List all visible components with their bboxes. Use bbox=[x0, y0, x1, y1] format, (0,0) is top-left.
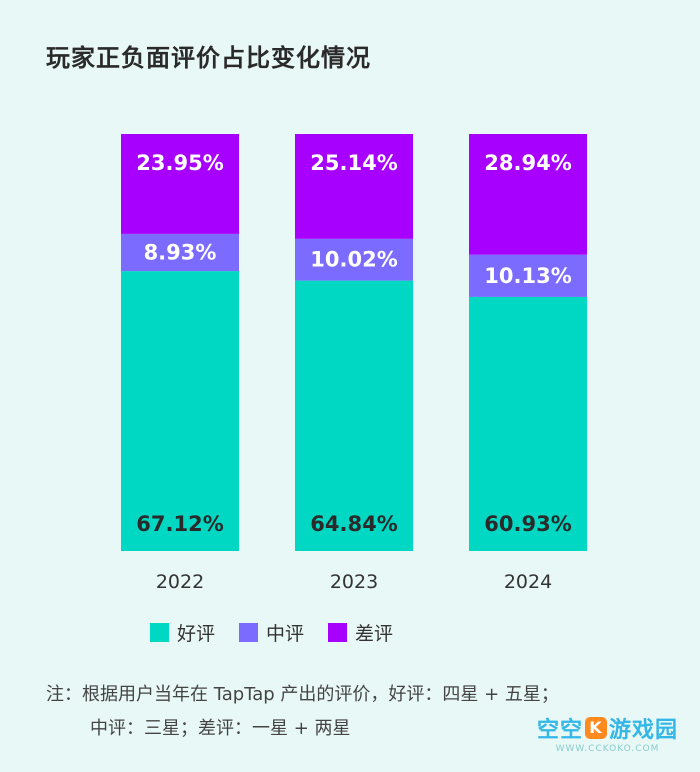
data-label-neutral-2024: 10.13% bbox=[484, 264, 571, 288]
bar-segment-negative-2024 bbox=[469, 134, 587, 255]
footnote-line-2: 中评：三星；差评：一星 + 两星 bbox=[90, 718, 351, 739]
data-label-negative-2024: 28.94% bbox=[484, 151, 571, 175]
bar-segment-neutral-2022 bbox=[121, 233, 239, 272]
data-label-positive-2024: 60.93% bbox=[484, 512, 571, 536]
stacked-bar-chart: 67.12% 8.93% 23.95% 2022 64.84% 10.02% 25.14% 2… bbox=[121, 134, 587, 593]
x-tick-label-2023: 2023 bbox=[330, 571, 378, 593]
data-label-negative-2022: 23.95% bbox=[136, 151, 223, 175]
data-label-positive-2022: 67.12% bbox=[136, 512, 223, 536]
bar-segment-positive-2022 bbox=[121, 271, 239, 551]
bar-segment-negative-2022 bbox=[121, 134, 239, 234]
legend-item-positive: 好评 bbox=[150, 619, 215, 646]
bar-segment-positive-2024 bbox=[469, 296, 587, 551]
legend-swatch-positive bbox=[150, 623, 169, 642]
data-label-neutral-2022: 8.93% bbox=[144, 240, 217, 264]
chart-legend: 好评 中评 差评 bbox=[150, 619, 393, 646]
bar-segment-positive-2023 bbox=[295, 280, 413, 551]
legend-swatch-negative bbox=[328, 623, 348, 642]
legend-item-negative: 差评 bbox=[328, 619, 393, 646]
watermark-k-icon: K bbox=[584, 717, 607, 739]
watermark-url: WWW.CCKOKO.COM bbox=[555, 744, 660, 754]
legend-item-neutral: 中评 bbox=[239, 619, 304, 646]
bar-segment-negative-2023 bbox=[295, 134, 413, 239]
footnote-line-1: 注：根据用户当年在 TapTap 产出的评价，好评：四星 + 五星； bbox=[46, 684, 559, 705]
watermark-main: 空空 K 游戏园 bbox=[537, 712, 678, 744]
legend-label-negative: 差评 bbox=[355, 623, 394, 645]
legend-swatch-neutral bbox=[239, 623, 259, 642]
bar-segment-neutral-2023 bbox=[295, 238, 413, 281]
watermark-text-a: 空空 bbox=[536, 718, 583, 743]
data-label-positive-2023: 64.84% bbox=[310, 512, 397, 536]
chart-title: 玩家正负面评价占比变化情况 bbox=[46, 44, 371, 72]
watermark-logo: 空空 K 游戏园 WWW.CCKOKO.COM bbox=[537, 712, 678, 754]
bar-segment-neutral-2024 bbox=[469, 254, 587, 297]
watermark-text-b: 游戏园 bbox=[608, 718, 678, 743]
x-tick-label-2022: 2022 bbox=[156, 571, 204, 593]
data-label-negative-2023: 25.14% bbox=[310, 151, 397, 175]
x-tick-label-2024: 2024 bbox=[504, 571, 552, 593]
legend-label-neutral: 中评 bbox=[266, 623, 305, 645]
footnote: 注：根据用户当年在 TapTap 产出的评价，好评：四星 + 五星； 中评：三星… bbox=[46, 678, 559, 746]
legend-label-positive: 好评 bbox=[177, 623, 216, 645]
data-label-neutral-2023: 10.02% bbox=[310, 248, 397, 272]
